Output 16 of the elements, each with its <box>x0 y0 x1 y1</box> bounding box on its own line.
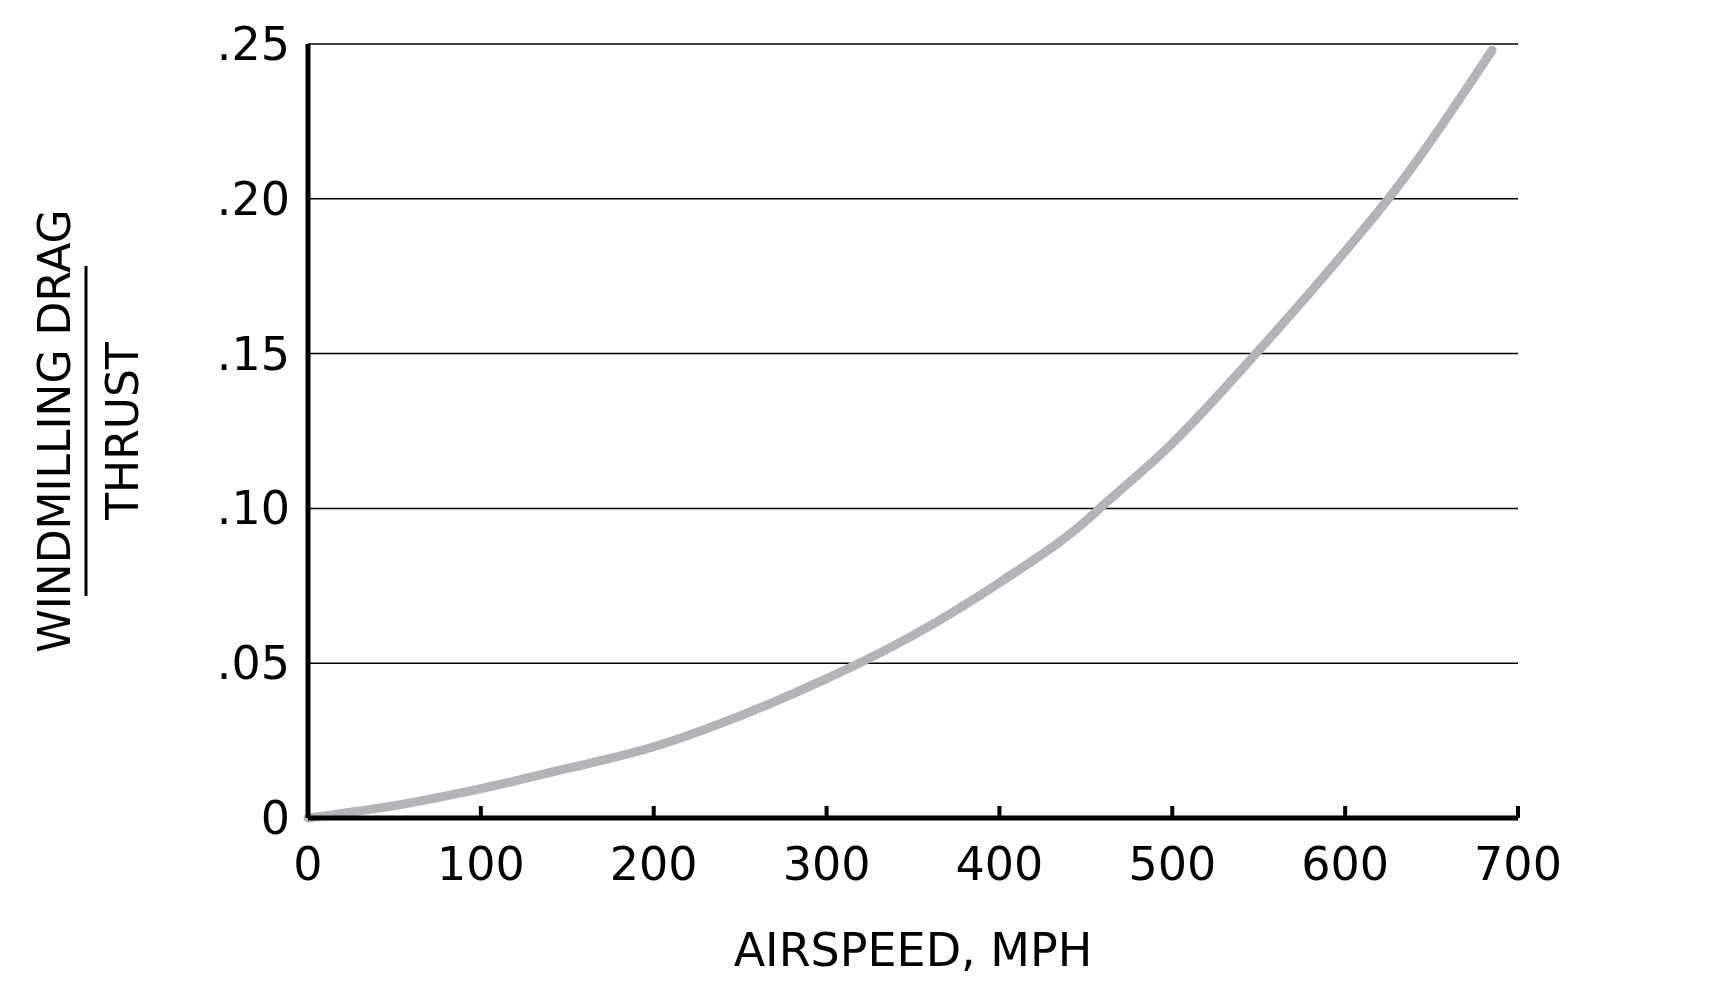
y-axis-title: WINDMILLING DRAG THRUST <box>29 209 148 653</box>
x-axis-title: AIRSPEED, MPH <box>733 923 1093 977</box>
x-tick-label: 100 <box>436 837 525 891</box>
x-tick-label: 300 <box>782 837 871 891</box>
x-tick-label: 0 <box>293 837 323 891</box>
y-tick-label: .05 <box>216 636 290 691</box>
y-tick-label: .20 <box>216 171 290 226</box>
x-tick-label: 200 <box>609 837 698 891</box>
y-tick-label: .10 <box>216 481 290 536</box>
x-tick-label: 400 <box>955 837 1044 891</box>
x-tick-label: 700 <box>1474 837 1562 891</box>
y-tick-label: .25 <box>216 17 290 71</box>
x-tick-label: 600 <box>1301 837 1390 891</box>
x-tick-label: 500 <box>1128 837 1217 891</box>
y-tick-label: 0 <box>260 791 290 845</box>
y-tick-label: .15 <box>216 326 290 381</box>
